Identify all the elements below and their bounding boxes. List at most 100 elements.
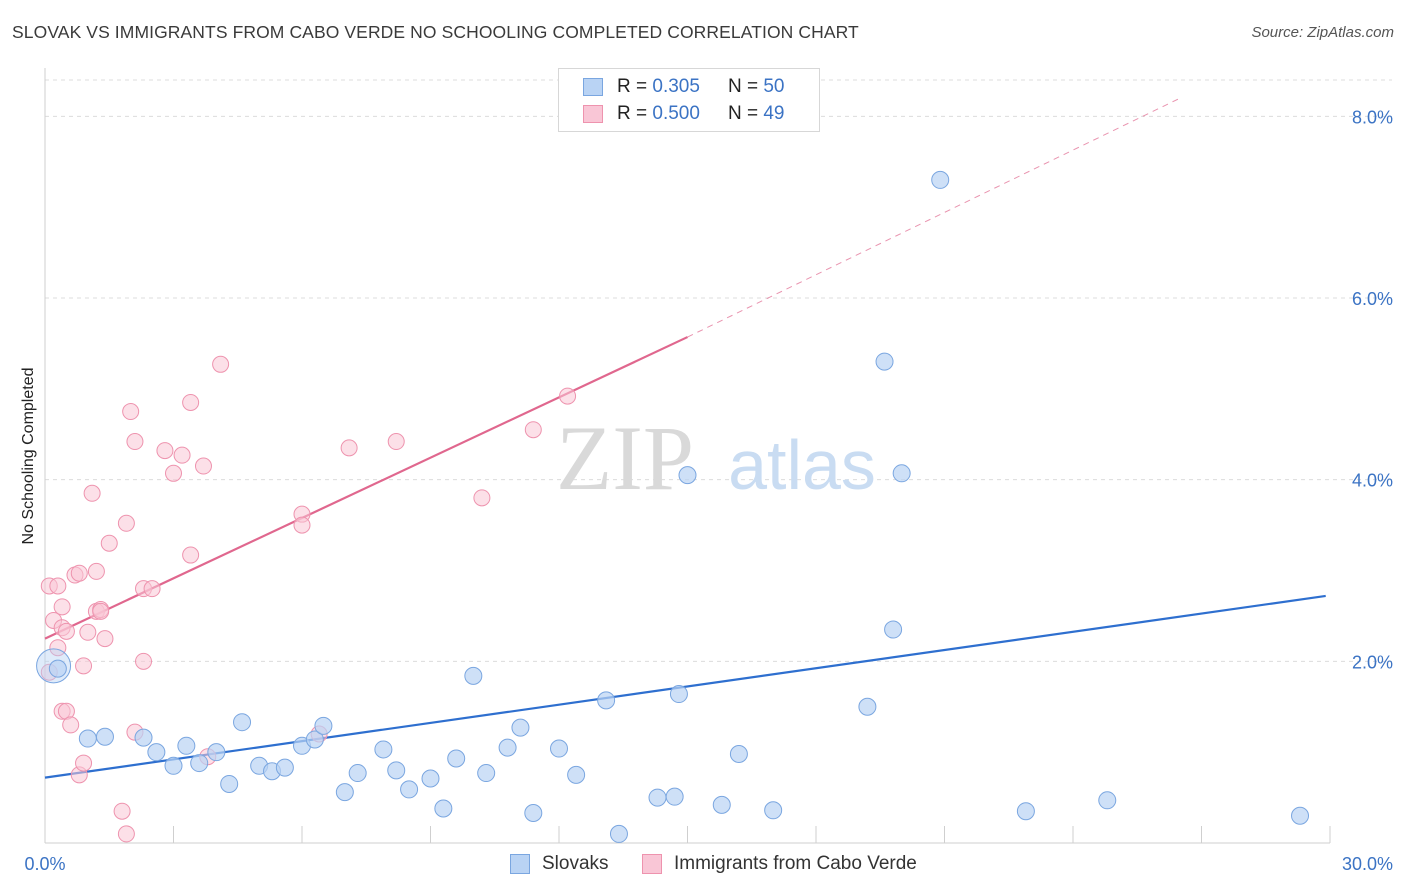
legend-n-value: 49 (763, 103, 785, 124)
data-point-cabo-verde (49, 577, 67, 595)
data-point-slovaks (875, 352, 894, 371)
data-point-slovaks (1016, 802, 1035, 821)
watermark: ZIP atlas (556, 407, 876, 509)
data-point-cabo-verde (156, 442, 174, 460)
data-point-cabo-verde (70, 564, 88, 582)
watermark-zip: ZIP (556, 407, 694, 509)
tick-labels: 2.0% 4.0% 6.0% 8.0% 0.0% 30.0% (24, 107, 1393, 874)
data-point-slovaks (597, 691, 616, 710)
data-point-cabo-verde (194, 457, 212, 475)
data-point-cabo-verde (57, 622, 75, 640)
legend-row-cabo-verde: R = 0.500 N = 49 (583, 102, 784, 126)
data-point-slovaks (712, 795, 731, 814)
legend-r-value: 0.305 (652, 76, 700, 97)
legend: R = 0.305 N = 50 R = 0.500 N = 49 (558, 68, 820, 132)
data-point-slovaks (335, 783, 354, 802)
data-point-slovaks (134, 728, 153, 747)
data-point-cabo-verde (75, 657, 93, 675)
legend-n-label: N = (727, 103, 759, 124)
data-point-slovaks (669, 685, 688, 704)
data-point-slovaks (567, 765, 586, 784)
data-point-cabo-verde (212, 355, 230, 373)
data-point-slovaks (464, 666, 483, 685)
bottom-legend-swatch-slovaks (510, 854, 530, 874)
data-point-slovaks (477, 764, 496, 783)
data-point-slovaks (95, 727, 114, 746)
data-point-cabo-verde (122, 403, 140, 421)
data-point-cabo-verde (96, 630, 114, 648)
chart-title: SLOVAK VS IMMIGRANTS FROM CABO VERDE NO … (12, 22, 859, 42)
data-point-slovaks (177, 736, 196, 755)
y-tick-label: 4.0% (1352, 471, 1393, 491)
data-point-slovaks (729, 744, 748, 763)
data-point-cabo-verde (79, 623, 97, 641)
trendline-cabo-verde-extension (687, 97, 1181, 338)
x-tick-label: 30.0% (1342, 854, 1393, 874)
legend-n-value: 50 (763, 76, 785, 97)
data-point-cabo-verde (117, 825, 135, 843)
gridlines (45, 79, 1392, 662)
data-point-slovaks (400, 780, 419, 799)
legend-swatch-cabo-verde (583, 105, 603, 123)
data-point-slovaks (207, 743, 226, 762)
bottom-legend-label-cabo-verde: Immigrants from Cabo Verde (674, 853, 917, 874)
data-point-slovaks (524, 804, 543, 823)
y-tick-label: 2.0% (1352, 652, 1393, 672)
data-point-cabo-verde (117, 514, 135, 532)
data-point-slovaks (374, 740, 393, 759)
data-point-slovaks (305, 730, 324, 749)
data-point-cabo-verde (173, 446, 191, 464)
data-point-slovaks (78, 729, 97, 748)
data-point-slovaks (314, 716, 333, 735)
bottom-legend-swatch-cabo-verde (642, 854, 662, 874)
source-credit: Source: ZipAtlas.com (1251, 24, 1394, 41)
legend-r-label: R = (617, 76, 648, 97)
data-point-slovaks (678, 466, 697, 485)
data-point-slovaks (1098, 791, 1117, 810)
data-point-slovaks (275, 758, 294, 777)
data-point-cabo-verde (75, 754, 93, 772)
data-point-cabo-verde (387, 433, 405, 451)
data-point-cabo-verde (100, 534, 118, 552)
data-point-cabo-verde (135, 652, 153, 670)
y-axis-title: No Schooling Completed (20, 368, 37, 545)
y-tick-label: 8.0% (1352, 107, 1393, 127)
legend-row-slovaks: R = 0.305 N = 50 (583, 75, 784, 99)
data-point-slovaks (1291, 806, 1310, 825)
legend-swatch-slovaks (583, 78, 603, 96)
data-point-cabo-verde (92, 602, 110, 620)
x-tick-label: 0.0% (24, 854, 65, 874)
data-point-slovaks (164, 756, 183, 775)
data-point-slovaks (511, 718, 530, 737)
bottom-legend-label-slovaks: Slovaks (542, 853, 609, 874)
watermark-atlas: atlas (728, 426, 876, 504)
data-point-slovaks (434, 799, 453, 818)
bottom-legend-slovaks: Slovaks (510, 852, 609, 876)
data-point-cabo-verde (49, 639, 67, 657)
data-point-cabo-verde (182, 393, 200, 411)
data-point-cabo-verde (143, 580, 161, 598)
data-point-slovaks (665, 787, 684, 806)
data-point-slovaks (609, 824, 628, 843)
data-point-slovaks (648, 788, 667, 807)
points (36, 170, 1310, 843)
data-point-cabo-verde (87, 562, 105, 580)
data-point-cabo-verde (559, 387, 577, 405)
bottom-legend-cabo-verde: Immigrants from Cabo Verde (642, 852, 917, 876)
data-point-slovaks (498, 738, 517, 757)
data-point-slovaks (447, 749, 466, 768)
data-point-slovaks (550, 739, 568, 758)
data-point-cabo-verde (524, 421, 542, 439)
legend-r-value: 0.500 (652, 103, 700, 124)
data-point-cabo-verde (83, 484, 101, 502)
data-point-cabo-verde (126, 433, 144, 451)
data-point-cabo-verde (53, 598, 71, 616)
data-point-slovaks (387, 761, 406, 780)
data-point-slovaks (220, 774, 239, 793)
data-point-cabo-verde (473, 489, 491, 507)
data-point-slovaks (884, 620, 903, 639)
data-point-cabo-verde (62, 716, 80, 734)
data-point-slovaks (147, 743, 166, 762)
data-point-slovaks (931, 170, 950, 189)
